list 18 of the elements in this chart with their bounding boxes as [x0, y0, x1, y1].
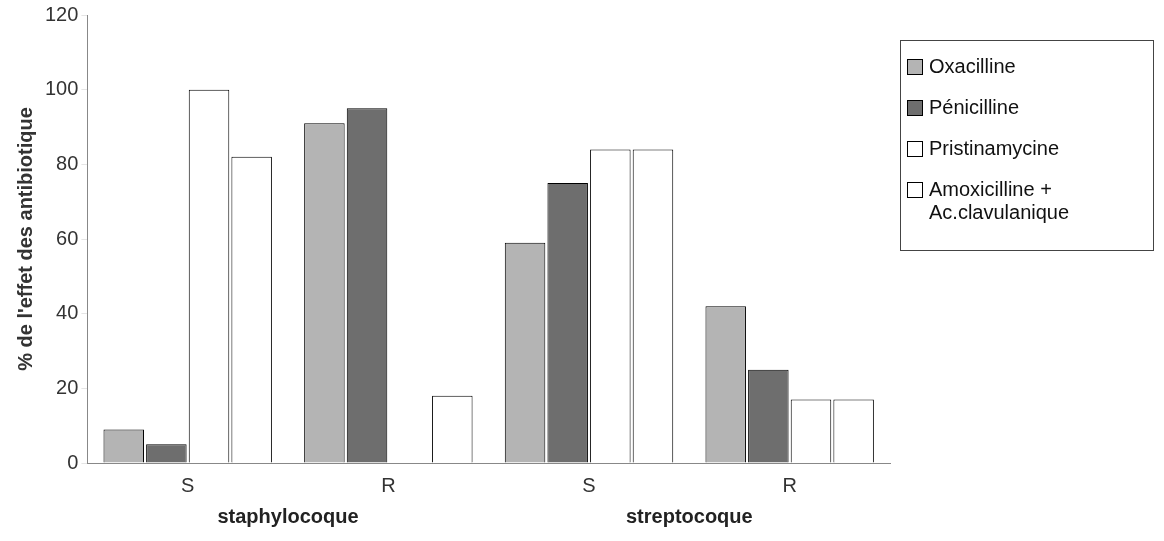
legend-label: Pénicilline: [929, 96, 1020, 119]
legend-label: Oxacilline: [929, 55, 1016, 78]
text: streptocoque: [626, 504, 753, 527]
text: Amoxicilline + Ac.clavulanique: [929, 178, 1071, 224]
y-tick-label: 60: [56, 226, 79, 249]
y-tick-label: 40: [56, 301, 79, 324]
x-tick-label: S: [582, 473, 596, 496]
x-tick-label: R: [381, 473, 396, 496]
y-tick-label: 20: [56, 375, 79, 398]
y-tick-label: 100: [44, 77, 79, 100]
text: staphylocoque: [217, 504, 359, 527]
x-tick-label: S: [181, 473, 195, 496]
x-tick-label: R: [782, 473, 797, 496]
y-tick-label: 80: [56, 151, 79, 174]
y-tick-label: 120: [44, 2, 79, 25]
y-tick-label: 0: [67, 450, 79, 473]
text: Pristinamycine: [929, 137, 1060, 160]
y-axis-title: % de l'effet des antibiotique: [13, 107, 36, 371]
